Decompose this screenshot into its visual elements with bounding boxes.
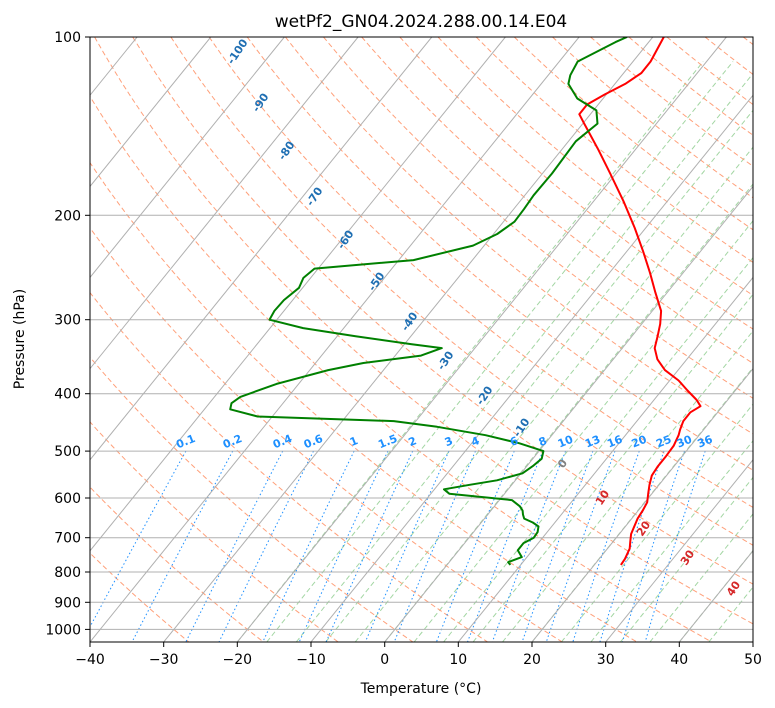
mixing-ratio-line-4 — [262, 450, 355, 642]
y-tick-label-1: 200 — [54, 208, 81, 224]
isotherm-7 — [90, 37, 359, 370]
mixing-ratio-label-13: 16 — [605, 433, 624, 451]
mixing-ratio-label-16: 30 — [675, 433, 694, 451]
x-tick-label-4: 0 — [380, 652, 389, 668]
y-tick-label-3: 400 — [54, 387, 81, 403]
grid-lines — [90, 37, 753, 642]
mixing-ratio-line-17 — [644, 450, 706, 642]
dry-adiabats — [90, 37, 753, 642]
x-tick-label-5: 10 — [449, 652, 467, 668]
moist-adiabat-4 — [354, 146, 753, 642]
plot-frame — [89, 36, 754, 643]
mixing-ratio-label-11: 10 — [556, 433, 575, 451]
isotherm-17 — [605, 458, 753, 642]
x-tick-label-1: −30 — [149, 652, 179, 668]
dry-adiabat-1 — [90, 486, 264, 642]
x-axis-label: Temperature (°C) — [360, 681, 482, 697]
mixing-ratio-line-16 — [621, 450, 685, 642]
mixing-ratio-line-15 — [599, 450, 665, 642]
dry-adiabat-15 — [361, 37, 753, 364]
mixing-ratio-label-15: 25 — [654, 433, 673, 451]
x-tick-label-0: −40 — [75, 652, 105, 668]
isotherm-12 — [236, 37, 727, 642]
mixing-ratio-label-7: 3 — [443, 434, 455, 449]
isotherm-13 — [310, 94, 753, 642]
dry-adiabat-10 — [170, 37, 753, 546]
mixing-ratio-label-6: 2 — [407, 434, 419, 449]
isotherm-16 — [531, 367, 753, 642]
y-tick-label-7: 800 — [54, 565, 81, 581]
y-tick-label-2: 300 — [54, 313, 81, 329]
series-line-0 — [578, 37, 702, 566]
y-tick-label-8: 900 — [54, 595, 81, 611]
mixing-ratio-label-10: 8 — [537, 434, 549, 449]
dry-adiabat-6 — [90, 161, 638, 642]
isotherm-6 — [90, 37, 285, 279]
isotherm-11 — [163, 37, 654, 642]
mixing-ratio-label-14: 20 — [630, 433, 649, 451]
isotherm-5 — [90, 37, 212, 188]
moist-adiabat-13 — [620, 476, 753, 642]
isotherm-10 — [90, 37, 580, 642]
dry-adiabat-14 — [323, 37, 753, 399]
isotherm-8 — [90, 37, 433, 461]
mixing-ratio-line-8 — [393, 450, 476, 642]
dry-adiabat-20 — [552, 37, 753, 199]
x-tick-label-6: 20 — [523, 652, 541, 668]
moist-adiabat-12 — [590, 440, 753, 642]
mixing-ratio-line-0 — [90, 450, 187, 628]
dry-adiabat-9 — [132, 37, 753, 585]
dry-adiabat-17 — [437, 37, 753, 296]
moist-adiabat-1 — [266, 61, 734, 642]
y-tick-label-4: 500 — [54, 444, 81, 460]
dry-adiabat-8 — [94, 37, 753, 625]
moist-adiabat-0 — [236, 61, 704, 642]
sounding-series — [229, 37, 702, 566]
moist-adiabat-7 — [443, 256, 753, 642]
y-tick-label-6: 700 — [54, 531, 81, 547]
chart-title: wetPf2_GN04.2024.288.00.14.E04 — [275, 12, 567, 32]
isotherm-15 — [457, 276, 753, 642]
moist-adiabat-11 — [561, 403, 753, 642]
y-tick-label-0: 100 — [54, 30, 81, 46]
dry-adiabat-2 — [90, 421, 339, 642]
x-tick-label-3: −10 — [296, 652, 326, 668]
x-tick-label-7: 30 — [597, 652, 615, 668]
mixing-ratio-label-12: 13 — [583, 433, 602, 451]
mixing-ratio-label-17: 36 — [695, 433, 714, 451]
x-tick-label-2: −20 — [223, 652, 253, 668]
dry-adiabat-19 — [513, 37, 753, 231]
dry-adiabat-13 — [285, 37, 753, 435]
y-axis-label: Pressure (hPa) — [12, 289, 28, 389]
isotherm-9 — [90, 37, 506, 552]
mixing-ratio-line-1 — [131, 450, 234, 642]
x-tick-label-8: 40 — [670, 652, 688, 668]
isotherm-14 — [384, 185, 753, 642]
y-axis: 100 200 300 400 500 600 700 800 900 1000 — [45, 30, 90, 638]
moist-adiabat-2 — [295, 72, 753, 642]
mixing-ratio-line-6 — [325, 450, 414, 642]
y-tick-label-9: 1000 — [45, 622, 81, 638]
mixing-ratio-line-7 — [364, 450, 450, 642]
x-axis: −40 −30 −20 −10 0 10 20 30 40 50 — [75, 642, 762, 668]
moist-adiabat-5 — [384, 183, 753, 642]
mixing-ratio-label-4: 1 — [348, 434, 360, 449]
series-line-1 — [229, 37, 628, 566]
dry-adiabat-3 — [90, 356, 414, 642]
moist-adiabat-6 — [413, 219, 753, 642]
x-tick-label-9: 50 — [744, 652, 762, 668]
plot-area: -100-90-80-70-60-50-40-30-20-10010203040… — [90, 37, 753, 642]
mixing-ratio-line-14 — [572, 450, 640, 642]
y-tick-label-5: 600 — [54, 491, 81, 507]
